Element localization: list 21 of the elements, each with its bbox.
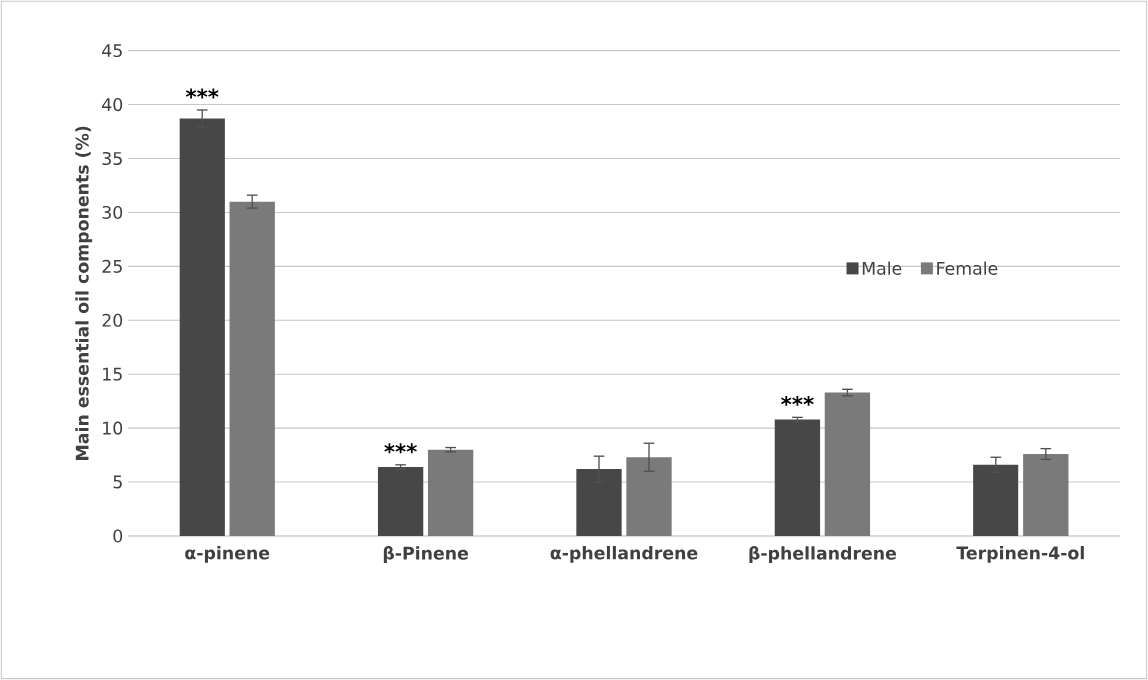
y-tick-label: 10 xyxy=(103,421,123,435)
y-axis-title: Main essential oil components (%) xyxy=(75,126,93,460)
y-tick-label: 0 xyxy=(113,529,123,543)
y-tick-label: 45 xyxy=(102,44,122,58)
x-tick-label: β-phellandrene xyxy=(749,546,896,564)
y-tick-label: 40 xyxy=(102,98,123,112)
annotation: *** xyxy=(384,443,417,454)
x-tick-label: α-pinene xyxy=(185,546,270,563)
annotation: *** xyxy=(781,395,814,406)
y-tick-label: 15 xyxy=(103,367,122,381)
annotation: *** xyxy=(185,88,219,99)
x-tick-label: α-phellandrene xyxy=(550,546,698,563)
x-tick-label: β-Pinene xyxy=(383,546,468,564)
y-tick-label: 35 xyxy=(102,151,122,166)
legend-label: Male xyxy=(862,261,902,275)
x-tick-label: Terpinen-4-ol xyxy=(956,546,1084,563)
y-tick-label: 5 xyxy=(113,475,122,489)
y-tick-label: 20 xyxy=(102,313,123,327)
legend-label: Female xyxy=(937,261,998,275)
y-tick-label: 25 xyxy=(102,259,122,273)
y-tick-label: 30 xyxy=(102,205,123,219)
